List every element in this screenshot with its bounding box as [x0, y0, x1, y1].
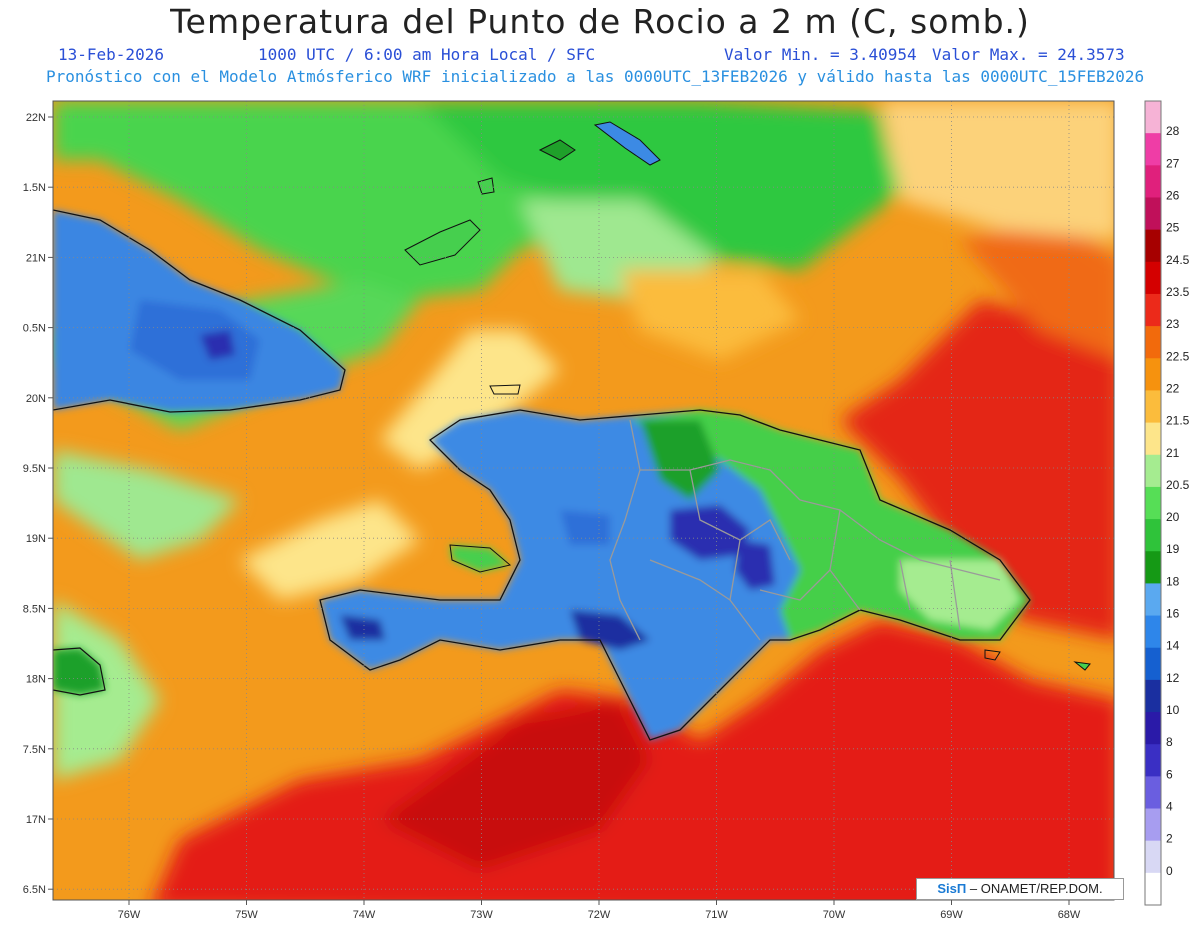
colorbar-label: 19 [1166, 542, 1180, 556]
colorbar-label: 26 [1166, 188, 1180, 202]
colorbar-swatch [1145, 872, 1161, 906]
latitude-axis: 22N 1.5N 21N 0.5N 20N 9.5N 19N 8.5N 18N 7.5N 17N 6.… [23, 112, 53, 896]
lat-label: 0.5N [23, 323, 46, 335]
colorbar-label: 12 [1166, 671, 1180, 685]
colorbar-label: 6 [1166, 767, 1173, 781]
colorbar-swatch [1145, 133, 1161, 166]
colorbar-label: 0 [1166, 864, 1173, 878]
map-title: Temperatura del Punto de Rocio a 2 m (C,… [170, 2, 1030, 41]
longitude-axis: 76W 75W 74W 73W 72W 71W 70W 69W 68W [118, 900, 1081, 921]
credit-box: SisΠ – ONAMET/REP.DOM. [916, 878, 1124, 900]
colorbar-swatch [1145, 326, 1161, 359]
lat-label: 22N [26, 112, 46, 124]
colorbar-label: 18 [1166, 574, 1180, 588]
min-value: Valor Min. = 3.40954 [724, 45, 917, 64]
colorbar-label: 28 [1166, 124, 1180, 138]
colorbar-label: 8 [1166, 735, 1173, 749]
lat-label: 17N [26, 814, 46, 826]
colorbar-label: 24.5 [1166, 253, 1190, 267]
lat-label: 7.5N [23, 744, 46, 756]
map-grid [53, 101, 1114, 900]
lon-label: 72W [588, 909, 611, 921]
colorbar-label: 14 [1166, 639, 1180, 653]
colorbar-label: 21 [1166, 446, 1180, 460]
colorbar-swatch [1145, 101, 1161, 134]
colorbar-swatch [1145, 551, 1161, 584]
lon-label: 74W [353, 909, 376, 921]
colorbar-swatch [1145, 744, 1161, 777]
colorbar-swatch [1145, 165, 1161, 198]
colorbar-label: 22.5 [1166, 349, 1190, 363]
colorbar-label: 20.5 [1166, 478, 1190, 492]
lat-label: 21N [26, 252, 46, 264]
colorbar-swatch [1145, 454, 1161, 488]
lat-label: 8.5N [23, 603, 46, 615]
lon-label: 71W [705, 909, 728, 921]
lat-label: 6.5N [23, 884, 46, 896]
colorbar-label: 27 [1166, 156, 1180, 170]
colorbar: 2827262524.523.52322.52221.52120.5201918… [1144, 100, 1190, 906]
forecast-time: 1000 UTC / 6:00 am Hora Local / SFC [258, 45, 596, 64]
colorbar-swatch [1145, 390, 1161, 424]
colorbar-frame [1144, 100, 1162, 906]
colorbar-label: 22 [1166, 381, 1180, 395]
colorbar-swatch [1145, 583, 1161, 617]
colorbar-swatch [1145, 486, 1161, 520]
colorbar-swatch [1145, 422, 1161, 456]
forecast-date: 13-Feb-2026 [58, 45, 164, 64]
lat-label: 20N [26, 393, 46, 405]
lon-label: 73W [470, 909, 493, 921]
colorbar-swatch [1145, 261, 1161, 295]
colorbar-label: 16 [1166, 607, 1180, 621]
colorbar-label: 23.5 [1166, 285, 1190, 299]
colorbar-swatch [1145, 229, 1161, 263]
colorbar-label: 25 [1166, 221, 1180, 235]
colorbar-label: 4 [1166, 800, 1173, 814]
lon-label: 68W [1058, 909, 1081, 921]
lon-label: 75W [235, 909, 258, 921]
lon-label: 76W [118, 909, 141, 921]
max-value: Valor Max. = 24.3573 [932, 45, 1125, 64]
colorbar-label: 10 [1166, 703, 1180, 717]
colorbar-swatch [1145, 358, 1161, 391]
colorbar-label: 20 [1166, 510, 1180, 524]
colorbar-swatch [1145, 776, 1161, 810]
lat-label: 19N [26, 533, 46, 545]
colorbar-swatch [1145, 712, 1161, 745]
colorbar-swatch [1145, 615, 1161, 649]
colorbar-swatch [1145, 840, 1161, 874]
lon-label: 70W [823, 909, 846, 921]
credit-text: – ONAMET/REP.DOM. [966, 881, 1103, 896]
colorbar-label: 21.5 [1166, 414, 1190, 428]
lat-label: 9.5N [23, 463, 46, 475]
colorbar-label: 2 [1166, 832, 1173, 846]
sisπ-logo: SisΠ [937, 881, 967, 896]
lat-label: 18N [26, 674, 46, 686]
colorbar-swatch [1145, 293, 1161, 327]
colorbar-swatch [1145, 808, 1161, 842]
colorbar-swatch [1145, 679, 1161, 713]
colorbar-swatch [1145, 647, 1161, 681]
colorbar-swatch [1145, 197, 1161, 231]
model-info: Pronóstico con el Modelo Atmósferico WRF… [46, 67, 1145, 86]
lat-label: 1.5N [23, 182, 46, 194]
map-field [53, 101, 1114, 900]
colorbar-label: 23 [1166, 317, 1180, 331]
colorbar-swatch [1145, 519, 1161, 552]
lon-label: 69W [940, 909, 963, 921]
